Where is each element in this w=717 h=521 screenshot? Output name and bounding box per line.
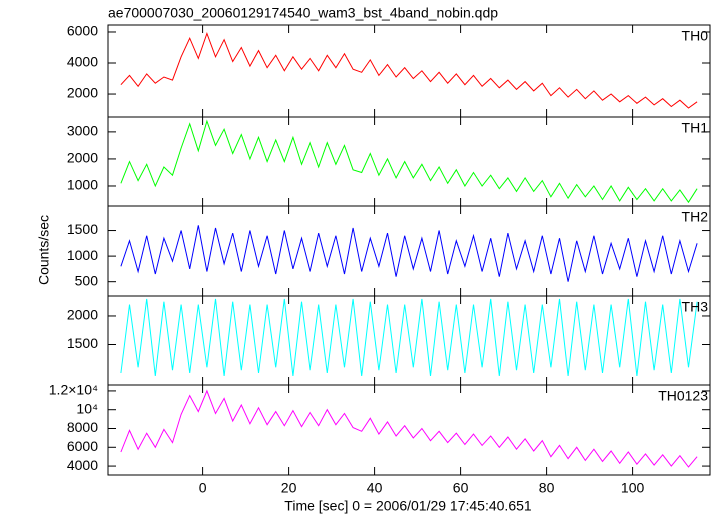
x-tick-label: 40 bbox=[367, 480, 383, 496]
y-tick-label: 1500 bbox=[67, 335, 98, 351]
x-tick-label: 60 bbox=[453, 480, 469, 496]
panel-frame bbox=[107, 295, 711, 386]
series-label: TH3 bbox=[682, 299, 709, 315]
y-tick-label: 1500 bbox=[67, 221, 98, 237]
series-label: TH2 bbox=[682, 209, 709, 225]
y-tick-label: 4000 bbox=[67, 54, 98, 70]
y-tick-label: 3000 bbox=[67, 123, 98, 139]
y-axis-label: Counts/sec bbox=[36, 215, 52, 285]
y-tick-label: 6000 bbox=[67, 23, 98, 39]
series-line bbox=[120, 389, 698, 468]
series-label: TH0123 bbox=[658, 388, 708, 404]
y-tick-label: 2000 bbox=[67, 307, 98, 323]
y-tick-label: 500 bbox=[75, 272, 99, 288]
panel-frame bbox=[107, 116, 711, 207]
chart-title: ae700007030_20060129174540_wam3_bst_4ban… bbox=[108, 5, 498, 21]
series-label: TH1 bbox=[682, 120, 709, 136]
y-tick-label: 6000 bbox=[67, 438, 98, 454]
y-tick-label: 4000 bbox=[67, 457, 98, 473]
y-tick-label: 8000 bbox=[67, 419, 98, 435]
y-tick-label: 10⁴ bbox=[76, 400, 98, 416]
series-line bbox=[120, 32, 698, 109]
y-tick-label: 2000 bbox=[67, 150, 98, 166]
y-tick-label: 1000 bbox=[67, 177, 98, 193]
panel-frame bbox=[107, 384, 711, 476]
x-tick-label: 80 bbox=[539, 480, 555, 496]
x-axis-label: Time [sec] 0 = 2006/01/29 17:45:40.651 bbox=[284, 498, 532, 514]
y-tick-label: 1000 bbox=[67, 247, 98, 263]
series-label: TH0 bbox=[682, 28, 709, 44]
panel-frame bbox=[107, 24, 711, 118]
x-tick-label: 20 bbox=[281, 480, 297, 496]
series-line bbox=[120, 225, 698, 282]
x-tick-label: 100 bbox=[621, 480, 645, 496]
y-tick-label: 1.2×10⁴ bbox=[49, 382, 98, 398]
series-line bbox=[120, 119, 698, 204]
y-tick-label: 2000 bbox=[67, 85, 98, 101]
series-line bbox=[120, 298, 698, 376]
x-tick-label: 0 bbox=[199, 480, 207, 496]
